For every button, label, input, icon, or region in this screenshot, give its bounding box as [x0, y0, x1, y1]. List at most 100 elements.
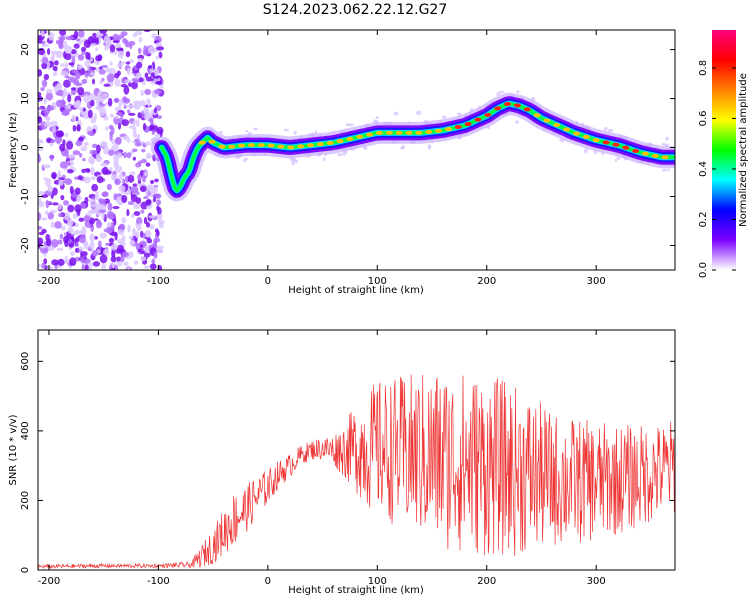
ridge-hotspot	[277, 144, 285, 149]
noise-dot	[43, 258, 48, 265]
noise-dot	[137, 160, 142, 166]
noise-dot	[345, 123, 351, 127]
noise-dot	[67, 154, 76, 159]
noise-dot	[134, 231, 140, 238]
noise-dot	[126, 104, 134, 108]
noise-dot	[95, 67, 100, 72]
colorbar-tick-label: 0.4	[698, 161, 709, 177]
noise-dot	[81, 51, 86, 55]
noise-dot	[80, 145, 88, 152]
noise-dot	[129, 171, 136, 176]
noise-dot	[90, 99, 95, 107]
noise-dot	[42, 164, 51, 169]
noise-dot	[52, 125, 56, 133]
noise-dot	[113, 98, 120, 103]
noise-dot	[144, 245, 149, 254]
ridge-hotspot	[198, 140, 206, 145]
spectrogram-frame	[37, 29, 676, 271]
noise-dot	[43, 97, 47, 105]
noise-dot	[109, 113, 114, 118]
ridge-hotspot	[622, 145, 630, 150]
noise-dot	[118, 185, 126, 192]
noise-dot	[113, 50, 117, 55]
noise-dot	[77, 30, 85, 38]
noise-dot	[57, 239, 63, 245]
noise-dot	[244, 157, 248, 161]
noise-dot	[67, 162, 71, 166]
ridge-hotspot	[464, 122, 472, 127]
noise-dot	[150, 72, 155, 77]
spectrogram-ylabel: Frequency (Hz)	[8, 112, 19, 188]
noise-dot	[90, 166, 95, 176]
noise-dot	[63, 212, 71, 221]
noise-dot	[88, 261, 93, 270]
noise-dot	[121, 234, 126, 243]
noise-dot	[126, 61, 131, 65]
noise-dot	[126, 152, 132, 159]
noise-dot	[143, 252, 151, 258]
noise-dot	[127, 137, 131, 144]
ridge-hotspot	[592, 138, 600, 143]
noise-dot	[80, 251, 88, 257]
noise-dot	[138, 36, 143, 43]
ridge-hotspot	[257, 143, 265, 148]
ridge-hotspot	[395, 130, 403, 135]
noise-dot	[146, 154, 154, 159]
noise-dot	[98, 66, 103, 70]
noise-dot	[88, 199, 96, 203]
noise-dot	[123, 98, 131, 104]
noise-dot	[41, 194, 49, 198]
noise-dot	[89, 241, 95, 250]
noise-dot	[133, 260, 139, 265]
noise-dot	[47, 185, 54, 192]
noise-dot	[84, 243, 89, 250]
noise-dot	[73, 229, 81, 235]
noise-dot	[60, 225, 66, 231]
noise-dot	[662, 168, 667, 172]
noise-dot	[48, 31, 55, 41]
noise-dot	[77, 54, 85, 61]
noise-dot	[67, 218, 74, 227]
noise-dot	[113, 193, 117, 201]
noise-dot	[154, 89, 162, 95]
noise-dot	[156, 199, 162, 206]
x-tick-label: 300	[587, 576, 606, 587]
noise-dot	[38, 231, 45, 236]
noise-dot	[154, 178, 159, 183]
noise-dot	[99, 80, 104, 85]
noise-dot	[616, 156, 621, 160]
noise-dot	[128, 112, 136, 116]
noise-dot	[123, 85, 130, 95]
noise-dot	[89, 233, 95, 243]
ridge-hotspot	[641, 151, 649, 156]
noise-dot	[80, 202, 87, 209]
noise-dot	[153, 240, 158, 249]
ridge-hotspot	[533, 113, 541, 118]
y-tick-label: -10	[20, 188, 31, 204]
noise-dot	[148, 186, 154, 193]
noise-dot	[45, 92, 54, 101]
noise-dot	[154, 133, 161, 138]
noise-dot	[128, 59, 135, 64]
noise-dot	[113, 158, 119, 167]
noise-dot	[105, 125, 109, 131]
noise-dot	[95, 153, 101, 162]
noise-dot	[84, 264, 89, 270]
noise-dot	[130, 186, 139, 194]
noise-dot	[81, 79, 88, 84]
noise-dot	[101, 64, 108, 69]
noise-dot	[57, 170, 62, 177]
noise-dot	[114, 78, 121, 87]
noise-dot	[291, 160, 296, 166]
noise-dot	[156, 245, 163, 254]
noise-dot	[74, 204, 82, 213]
noise-dot	[105, 67, 111, 73]
noise-dot	[52, 72, 57, 77]
noise-dot	[128, 235, 133, 240]
noise-dot	[50, 221, 55, 229]
noise-dot	[109, 61, 113, 66]
noise-dot	[73, 30, 79, 39]
x-tick-label: 300	[587, 276, 606, 287]
noise-dot	[38, 153, 41, 163]
noise-dot	[108, 237, 115, 243]
